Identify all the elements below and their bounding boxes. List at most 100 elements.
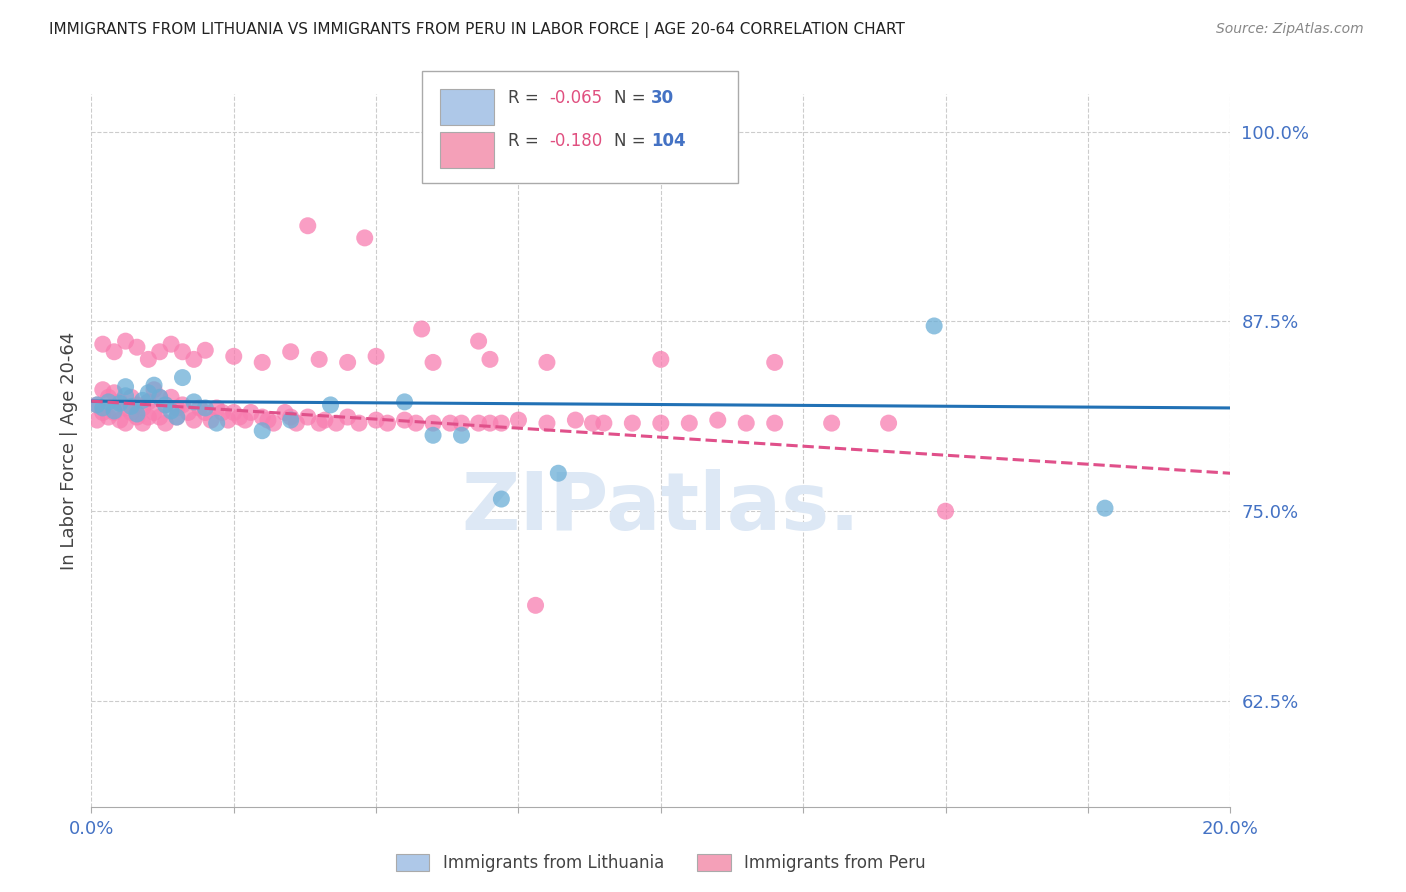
Point: [131, 393, 153, 408]
Point: [280, 413, 302, 427]
Point: [336, 355, 359, 369]
Point: [450, 428, 472, 442]
Point: [706, 413, 728, 427]
Point: [120, 400, 142, 414]
Point: [114, 334, 136, 348]
Point: [143, 383, 166, 397]
Point: [155, 398, 177, 412]
Text: 30: 30: [651, 89, 673, 107]
Point: [450, 416, 472, 430]
Text: -0.180: -0.180: [550, 132, 603, 150]
Text: N =: N =: [614, 132, 651, 150]
Point: [280, 410, 302, 425]
Point: [263, 416, 285, 430]
Point: [536, 416, 558, 430]
Point: [125, 340, 148, 354]
Point: [621, 416, 644, 430]
Point: [467, 416, 489, 430]
Point: [411, 322, 433, 336]
Point: [678, 416, 700, 430]
Legend: Immigrants from Lithuania, Immigrants from Peru: Immigrants from Lithuania, Immigrants fr…: [389, 847, 932, 879]
Point: [125, 398, 148, 412]
Point: [188, 401, 211, 415]
Point: [138, 352, 160, 367]
Point: [172, 344, 194, 359]
Point: [155, 398, 177, 412]
Point: [138, 395, 160, 409]
Point: [478, 352, 502, 367]
Point: [166, 410, 188, 425]
Point: [422, 428, 444, 442]
Point: [143, 405, 166, 419]
Point: [394, 395, 416, 409]
Point: [877, 416, 900, 430]
Point: [257, 413, 280, 427]
Point: [108, 396, 131, 410]
Point: [125, 410, 148, 425]
Point: [763, 355, 786, 369]
Text: R =: R =: [508, 132, 544, 150]
Point: [114, 401, 136, 415]
Point: [250, 410, 273, 425]
Point: [86, 398, 108, 412]
Point: [138, 410, 160, 425]
Point: [250, 424, 273, 438]
Point: [422, 355, 444, 369]
Point: [233, 413, 256, 427]
Point: [194, 343, 217, 358]
Point: [166, 401, 188, 415]
Point: [155, 416, 177, 430]
Point: [735, 416, 758, 430]
Text: IMMIGRANTS FROM LITHUANIA VS IMMIGRANTS FROM PERU IN LABOR FORCE | AGE 20-64 COR: IMMIGRANTS FROM LITHUANIA VS IMMIGRANTS …: [49, 22, 905, 38]
Point: [274, 405, 297, 419]
Point: [491, 491, 513, 506]
Point: [108, 413, 131, 427]
Point: [763, 416, 786, 430]
Point: [239, 405, 262, 419]
Point: [97, 395, 120, 409]
Point: [222, 349, 245, 363]
Point: [820, 416, 842, 430]
Point: [228, 410, 250, 425]
Point: [103, 404, 125, 418]
Point: [364, 349, 387, 363]
Point: [285, 416, 308, 430]
Point: [166, 410, 188, 425]
Point: [364, 413, 387, 427]
Point: [205, 401, 228, 415]
Point: [149, 390, 172, 404]
Text: -0.065: -0.065: [550, 89, 603, 107]
Point: [347, 416, 370, 430]
Point: [86, 398, 108, 412]
Point: [1094, 501, 1116, 516]
Point: [250, 355, 273, 369]
Point: [650, 352, 672, 367]
Point: [183, 413, 205, 427]
Point: [222, 405, 245, 419]
Point: [297, 219, 319, 233]
Point: [280, 344, 302, 359]
Point: [177, 405, 200, 419]
Point: [160, 404, 183, 418]
Point: [394, 413, 416, 427]
Point: [97, 390, 120, 404]
Point: [325, 416, 347, 430]
Point: [650, 416, 672, 430]
Point: [172, 370, 194, 384]
Point: [353, 231, 375, 245]
Point: [86, 413, 108, 427]
Text: N =: N =: [614, 89, 651, 107]
Point: [581, 416, 603, 430]
Point: [405, 416, 427, 430]
Point: [172, 398, 194, 412]
Point: [143, 378, 166, 392]
Point: [439, 416, 461, 430]
Point: [91, 383, 114, 397]
Point: [183, 352, 205, 367]
Text: R =: R =: [508, 89, 544, 107]
Point: [97, 410, 120, 425]
Point: [103, 405, 125, 419]
Point: [149, 344, 172, 359]
Point: [377, 416, 399, 430]
Point: [108, 395, 131, 409]
